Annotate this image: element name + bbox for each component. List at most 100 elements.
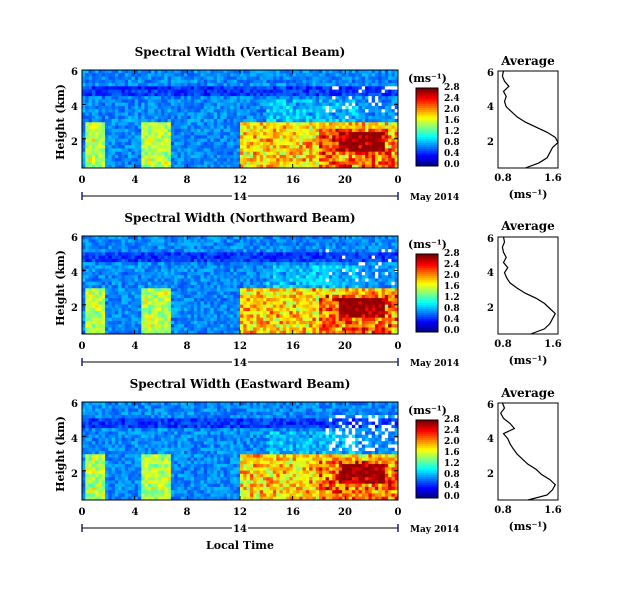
heatmap-cell	[351, 281, 356, 286]
heatmap-cell	[276, 122, 280, 126]
heatmap-cell	[193, 83, 198, 87]
heatmap-cell	[157, 76, 162, 81]
heatmap-cell	[384, 239, 389, 243]
heatmap-cell	[335, 242, 340, 247]
heatmap-cell	[299, 268, 303, 273]
heatmap-cell	[230, 278, 234, 283]
heatmap-cell	[154, 255, 159, 260]
heatmap-cell	[161, 109, 165, 113]
heatmap-cell	[180, 285, 185, 289]
heatmap-cell	[249, 122, 254, 126]
heatmap-cell	[315, 158, 320, 162]
heatmap-cell	[253, 164, 257, 169]
heatmap-cell	[391, 119, 396, 123]
heatmap-cell	[256, 164, 261, 169]
heatmap-cell	[315, 164, 320, 169]
heatmap-cell	[233, 262, 238, 266]
heatmap-cell	[384, 99, 389, 104]
heatmap-cell	[144, 236, 149, 240]
heatmap-cell	[141, 89, 145, 94]
heatmap-cell	[282, 125, 287, 130]
heatmap-cell	[85, 252, 89, 256]
heatmap-cell	[256, 265, 261, 270]
heatmap-cell	[312, 301, 317, 305]
heatmap-cell	[243, 122, 247, 126]
heatmap-cell	[197, 281, 201, 286]
heatmap-cell	[374, 291, 379, 296]
heatmap-cell	[184, 109, 188, 113]
heatmap-cell	[292, 161, 297, 166]
heatmap-cell	[338, 298, 343, 302]
heatmap-cell	[391, 86, 396, 90]
heatmap-cell	[121, 86, 126, 90]
heatmap-cell	[184, 76, 188, 81]
heatmap-cell	[266, 288, 271, 292]
heatmap-cell	[394, 236, 399, 240]
heatmap-cell	[332, 96, 336, 100]
heatmap-cell	[220, 239, 224, 243]
heatmap-cell	[174, 288, 178, 292]
heatmap-cell	[371, 115, 376, 120]
heatmap-cell	[98, 164, 103, 169]
heatmap-cell	[91, 161, 96, 166]
heatmap-cell	[246, 105, 251, 110]
heatmap-cell	[197, 285, 201, 289]
heatmap-cell	[128, 119, 132, 123]
heatmap-cell	[190, 151, 195, 156]
heatmap-cell	[325, 258, 330, 263]
heatmap-cell	[240, 249, 244, 253]
heatmap-cell	[131, 236, 136, 240]
heatmap-cell	[328, 298, 333, 302]
heatmap-cell	[263, 252, 267, 256]
heatmap-cell	[98, 141, 103, 146]
heatmap-cell	[197, 70, 201, 74]
heatmap-cell	[378, 285, 382, 289]
heatmap-cell	[144, 249, 149, 253]
heatmap-cell	[174, 148, 178, 153]
heatmap-cell	[101, 239, 106, 243]
heatmap-cell	[328, 141, 333, 146]
heatmap-cell	[157, 151, 162, 156]
heatmap-cell	[305, 239, 310, 243]
heatmap-cell	[358, 125, 363, 130]
heatmap-cell	[230, 73, 234, 77]
heatmap-cell	[325, 281, 330, 286]
heatmap-cell	[157, 239, 162, 243]
heatmap-cell	[351, 271, 356, 276]
heatmap-cell	[253, 148, 257, 153]
heatmap-cell	[325, 83, 330, 87]
heatmap-cell	[355, 125, 359, 130]
heatmap-cell	[137, 252, 142, 256]
heatmap-cell	[276, 291, 280, 296]
heatmap-cell	[118, 115, 122, 120]
heatmap-cell	[95, 115, 99, 120]
heatmap-cell	[282, 258, 287, 263]
heatmap-cell	[345, 285, 350, 289]
heatmap-cell	[105, 158, 109, 162]
heatmap-cell	[348, 285, 353, 289]
heatmap-cell	[108, 105, 113, 110]
heatmap-cell	[365, 265, 369, 270]
heatmap-cell	[114, 275, 119, 279]
heatmap-cell	[134, 105, 139, 110]
heatmap-cell	[98, 105, 103, 110]
heatmap-cell	[233, 278, 238, 283]
heatmap-cell	[345, 125, 350, 130]
heatmap-cell	[378, 115, 382, 120]
heatmap-cell	[240, 252, 244, 256]
colorbar-tick: 1.6	[444, 116, 460, 126]
heatmap-cell	[384, 158, 389, 162]
heatmap-cell	[243, 275, 247, 279]
heatmap-cell	[246, 138, 251, 143]
heatmap-cell	[355, 291, 359, 296]
heatmap-cell	[164, 271, 168, 276]
heatmap-cell	[342, 148, 346, 153]
heatmap-cell	[157, 141, 162, 146]
heatmap-cell	[187, 164, 192, 169]
heatmap-cell	[230, 252, 234, 256]
heatmap-cell	[128, 271, 132, 276]
heatmap-cell	[220, 92, 224, 97]
heatmap-cell	[190, 258, 195, 263]
heatmap-cell	[203, 151, 208, 156]
heatmap-cell	[302, 135, 307, 139]
